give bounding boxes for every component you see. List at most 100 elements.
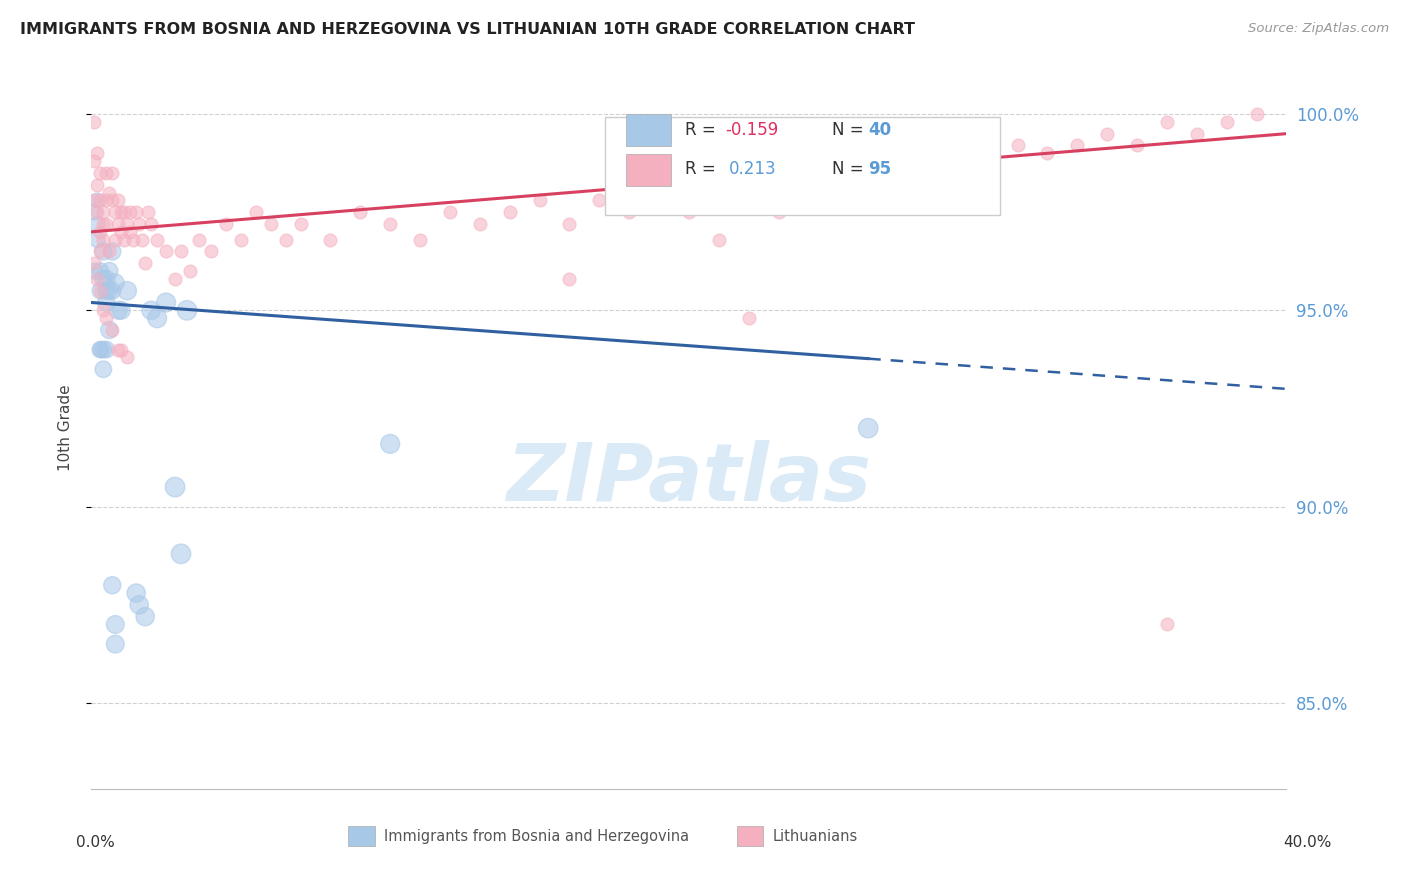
- Point: [107, 303, 129, 318]
- Point: [380, 437, 402, 451]
- Point: [93, 217, 115, 231]
- Point: [83, 264, 105, 278]
- Point: [101, 323, 124, 337]
- Point: [917, 166, 939, 180]
- Point: [89, 225, 111, 239]
- Point: [274, 233, 297, 247]
- Point: [619, 205, 641, 219]
- Point: [131, 233, 153, 247]
- Point: [93, 244, 115, 259]
- Point: [128, 598, 150, 612]
- Text: Lithuanians: Lithuanians: [772, 829, 858, 844]
- Point: [110, 303, 132, 318]
- Point: [170, 244, 193, 259]
- Text: -0.159: -0.159: [725, 120, 778, 139]
- Point: [107, 343, 129, 357]
- Point: [976, 154, 998, 169]
- Point: [439, 205, 461, 219]
- Point: [529, 194, 551, 208]
- Point: [115, 284, 138, 298]
- Point: [678, 205, 700, 219]
- Point: [588, 194, 610, 208]
- Point: [134, 609, 156, 624]
- Point: [98, 186, 121, 200]
- Text: IMMIGRANTS FROM BOSNIA AND HERZEGOVINA VS LITHUANIAN 10TH GRADE CORRELATION CHAR: IMMIGRANTS FROM BOSNIA AND HERZEGOVINA V…: [20, 22, 915, 37]
- Point: [409, 233, 432, 247]
- Point: [290, 217, 312, 231]
- Point: [122, 233, 145, 247]
- Text: ZIPatlas: ZIPatlas: [506, 440, 872, 517]
- Point: [93, 233, 115, 247]
- Point: [737, 311, 759, 326]
- Point: [146, 311, 169, 326]
- Text: Immigrants from Bosnia and Herzegovina: Immigrants from Bosnia and Herzegovina: [384, 829, 689, 844]
- Point: [107, 217, 129, 231]
- Point: [245, 205, 267, 219]
- Point: [93, 303, 115, 318]
- Point: [96, 284, 118, 298]
- Point: [93, 272, 115, 286]
- Point: [200, 244, 222, 259]
- Point: [83, 154, 105, 169]
- Point: [125, 205, 148, 219]
- FancyBboxPatch shape: [605, 118, 1000, 215]
- Point: [737, 194, 759, 208]
- Point: [101, 244, 124, 259]
- Point: [89, 343, 111, 357]
- Point: [101, 194, 124, 208]
- Point: [83, 115, 105, 129]
- Point: [98, 264, 121, 278]
- Point: [179, 264, 201, 278]
- Point: [155, 295, 177, 310]
- Point: [319, 233, 342, 247]
- Point: [163, 480, 186, 494]
- Point: [468, 217, 491, 231]
- Point: [120, 225, 142, 239]
- Point: [1097, 127, 1119, 141]
- Point: [89, 194, 111, 208]
- Point: [86, 178, 108, 192]
- Text: R =: R =: [685, 161, 721, 178]
- Point: [89, 244, 111, 259]
- Point: [83, 194, 105, 208]
- Point: [380, 217, 402, 231]
- Point: [146, 233, 169, 247]
- FancyBboxPatch shape: [349, 826, 374, 846]
- Point: [1156, 115, 1178, 129]
- Point: [128, 217, 150, 231]
- Text: Source: ZipAtlas.com: Source: ZipAtlas.com: [1249, 22, 1389, 36]
- Point: [707, 233, 730, 247]
- Point: [101, 578, 124, 592]
- Point: [120, 205, 142, 219]
- Point: [797, 178, 820, 192]
- Point: [1007, 138, 1029, 153]
- Point: [125, 586, 148, 600]
- Point: [86, 272, 108, 286]
- Point: [86, 205, 108, 219]
- Point: [110, 205, 132, 219]
- Point: [96, 217, 118, 231]
- Point: [104, 276, 127, 290]
- Point: [107, 194, 129, 208]
- Text: R =: R =: [685, 120, 721, 139]
- Point: [89, 284, 111, 298]
- Point: [349, 205, 371, 219]
- Point: [83, 256, 105, 270]
- Point: [93, 362, 115, 376]
- Point: [1066, 138, 1088, 153]
- Point: [1185, 127, 1208, 141]
- Point: [96, 295, 118, 310]
- Point: [768, 205, 790, 219]
- Point: [104, 233, 127, 247]
- Point: [1126, 138, 1149, 153]
- Y-axis label: 10th Grade: 10th Grade: [58, 384, 73, 472]
- FancyBboxPatch shape: [626, 153, 671, 186]
- Point: [86, 217, 108, 231]
- Point: [86, 146, 108, 161]
- Point: [96, 166, 118, 180]
- Point: [110, 343, 132, 357]
- Point: [98, 244, 121, 259]
- Point: [101, 166, 124, 180]
- Point: [112, 233, 135, 247]
- Text: 0.213: 0.213: [728, 161, 776, 178]
